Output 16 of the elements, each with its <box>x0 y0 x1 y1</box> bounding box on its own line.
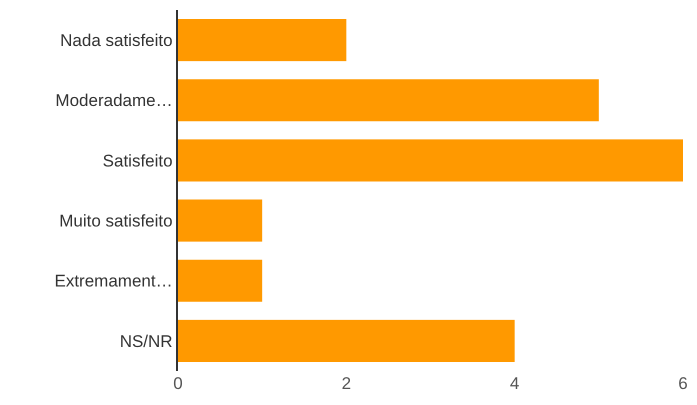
y-tick-label: Moderadame… <box>55 91 173 110</box>
bar <box>178 79 599 122</box>
x-tick-label: 4 <box>510 374 520 393</box>
bar <box>178 19 346 62</box>
y-tick-label: Nada satisfeito <box>60 31 173 50</box>
x-tick-label: 2 <box>342 374 352 393</box>
y-tick-label: NS/NR <box>120 332 173 351</box>
x-tick-label: 0 <box>173 374 183 393</box>
bar <box>178 139 683 182</box>
y-tick-label: Extremament… <box>54 272 173 291</box>
y-tick-label: Muito satisfeito <box>59 212 173 231</box>
bar <box>178 320 515 362</box>
x-tick-label: 6 <box>678 374 688 393</box>
y-tick-label: Satisfeito <box>102 151 173 170</box>
bar <box>178 260 262 302</box>
bar <box>178 200 262 242</box>
